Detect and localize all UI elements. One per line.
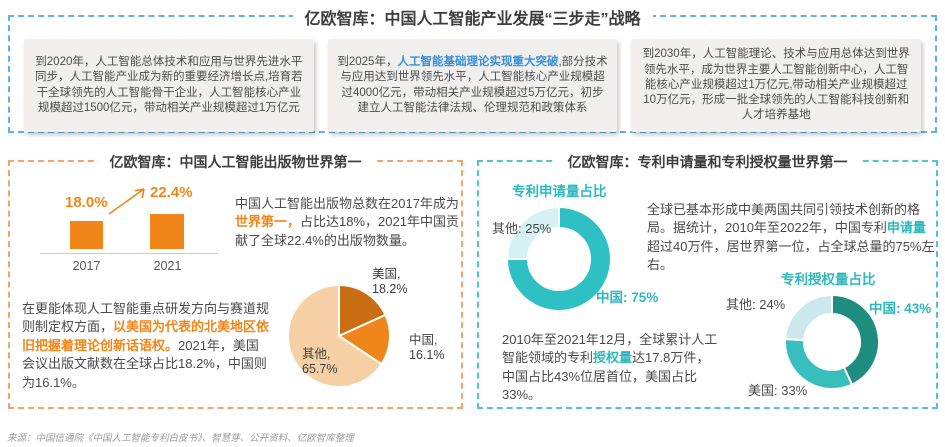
bar-category-2021: 2021 (153, 259, 182, 273)
patents-panel: 亿欧智库：专利申请量和专利授权量世界第一 专利申请量占比 其他: 25% 中国:… (477, 152, 938, 409)
applications-label-others: 其他: 25% (492, 221, 552, 236)
pie-label-others-name: 其他, (302, 347, 331, 361)
slice-其他 (287, 283, 383, 388)
strategy-title: 亿欧智库：中国人工智能产业发展“三步走”战略 (292, 5, 653, 29)
text-segment: 超过40万件，居世界第一位，占全球总量的75%左右。 (647, 238, 935, 273)
milestone-2020-text: 到2020年，人工智能总体技术和应用与世界先进水平同步，人工智能产业成为新的重要… (33, 55, 305, 116)
source-note: 来源：中国信通院《中国人工智能专利白皮书》、智慧芽、公开资料、亿欧智库整理 (7, 433, 354, 444)
slice-中国 (505, 205, 612, 312)
pie-label-us-name: 美国, (372, 267, 401, 281)
milestone-2030-text: 到2030年，人工智能理论、技术与应用总体达到世界领先水平，成为世界主要人工智能… (640, 47, 912, 123)
grants-label-others: 其他: 24% (726, 297, 786, 312)
pie-label-others-value: 65.7% (302, 362, 338, 377)
bar-2017 (70, 221, 103, 249)
bar-value-2021: 22.4% (150, 184, 193, 201)
text-segment: ,部分技术与应用达到世界领先水平，人工智能核心产业规模超过4000亿元，带动相关… (340, 55, 608, 114)
pie-label-china-value: 16.1% (409, 348, 445, 363)
pie-label-us: 美国, 18.2% (372, 267, 407, 298)
publications-panel: 亿欧智库：中国人工智能出版物世界第一 18.0% 22.4% 2017 2021… (8, 152, 463, 409)
publications-title: 亿欧智库：中国人工智能出版物世界第一 (97, 152, 374, 172)
text-segment: 2021年，美国会议出版文献数在全球占比18.2%，中国则为16.1%。 (22, 337, 267, 390)
strategy-panel: 亿欧智库：中国人工智能产业发展“三步走”战略 到2020年，人工智能总体技术和应… (8, 5, 937, 133)
bar-category-2017: 2017 (72, 259, 101, 273)
applications-label-china: 中国: 75% (596, 290, 659, 305)
bar-2021 (150, 214, 184, 249)
text-segment: 达17.8万件，中国占比43%位居首位，美国占比33%。 (502, 350, 710, 403)
patents-title: 亿欧智库：专利申请量和专利授权量世界第一 (555, 152, 860, 172)
slice-其他 (784, 293, 833, 342)
text-segment: 授权量 (593, 350, 633, 366)
growth-arrow-icon (106, 184, 150, 223)
pie-label-china: 中国, 16.1% (409, 333, 444, 364)
pie-label-others: 其他, 65.7% (302, 347, 337, 378)
text-segment: 到2030年，人工智能理论、技术与应用总体达到世界领先水平，成为世界主要人工智能… (642, 48, 910, 122)
grants-label-us: 美国: 33% (748, 383, 808, 398)
text-segment: 到2020年，人工智能总体技术和应用与世界先进水平同步，人工智能产业成为新的重要… (34, 55, 303, 114)
patent-grants-heading: 专利授权量占比 (781, 272, 876, 287)
text-segment: 在更能体现人工智能重点研发方向与赛道规则制定权方面， (22, 301, 270, 335)
slice-美国 (338, 283, 387, 338)
milestone-2020-card: 到2020年，人工智能总体技术和应用与世界先进水平同步，人工智能产业成为新的重要… (24, 39, 314, 132)
milestone-2025-text: 到2025年，人工智能基础理论实现重大突破,部分技术与应用达到世界领先水平，人工… (337, 55, 609, 116)
slice-中国 (831, 293, 880, 386)
text-segment: 占比达18%，2021年中国贡献了全球22.4%的出版物数量。 (235, 214, 459, 248)
patents-paragraph-1: 全球已基本形成中美两国共同引领技术创新的格局。据统计，2010年至2022年，中… (647, 201, 935, 275)
slice-其他 (505, 205, 560, 260)
publications-paragraph-2: 在更能体现人工智能重点研发方向与赛道规则制定权方面，以美国为代表的北美地区依旧把… (22, 300, 270, 392)
text-segment: 世界第一， (235, 214, 301, 230)
publications-paragraph-1: 中国人工智能出版物总数在2017年成为世界第一，占比达18%，2021年中国贡献… (235, 195, 461, 250)
milestone-2030-card: 到2030年，人工智能理论、技术与应用总体达到世界领先水平，成为世界主要人工智能… (631, 39, 922, 132)
text-segment: 中国人工智能出版物总数在2017年成为 (235, 196, 459, 211)
milestone-2025-card: 到2025年，人工智能基础理论实现重大突破,部分技术与应用达到世界领先水平，人工… (327, 39, 618, 132)
bar-axis-line (40, 253, 218, 254)
patent-applications-donut-chart (504, 204, 614, 314)
text-segment: 到2025年， (337, 55, 398, 68)
patents-paragraph-2: 2010年至2021年12月，全球累计人工智能领域的专利授权量达17.8万件，中… (502, 331, 720, 405)
text-segment: 申请量 (886, 220, 926, 236)
milestone-row: 到2020年，人工智能总体技术和应用与世界先进水平同步，人工智能产业成为新的重要… (10, 39, 935, 132)
text-segment: 以美国为代表的北美地区依旧把握着理论创新话语权。 (22, 319, 270, 353)
patent-applications-heading: 专利申请量占比 (512, 184, 607, 199)
text-segment: 全球已基本形成中美两国共同引领技术创新的格局。据统计，2010年至2022年，中… (647, 202, 921, 236)
bar-value-2017: 18.0% (65, 194, 108, 211)
pie-label-china-name: 中国, (409, 333, 438, 347)
conference-publications-pie-chart (279, 276, 399, 396)
grants-label-china: 中国: 43% (869, 301, 932, 316)
text-segment: 2010年至2021年12月，全球累计人工智能领域的专利 (502, 332, 718, 366)
text-segment: 人工智能基础理论实现重大突破 (397, 55, 559, 68)
patent-grants-donut-chart (782, 292, 882, 392)
pie-label-us-value: 18.2% (372, 282, 408, 297)
